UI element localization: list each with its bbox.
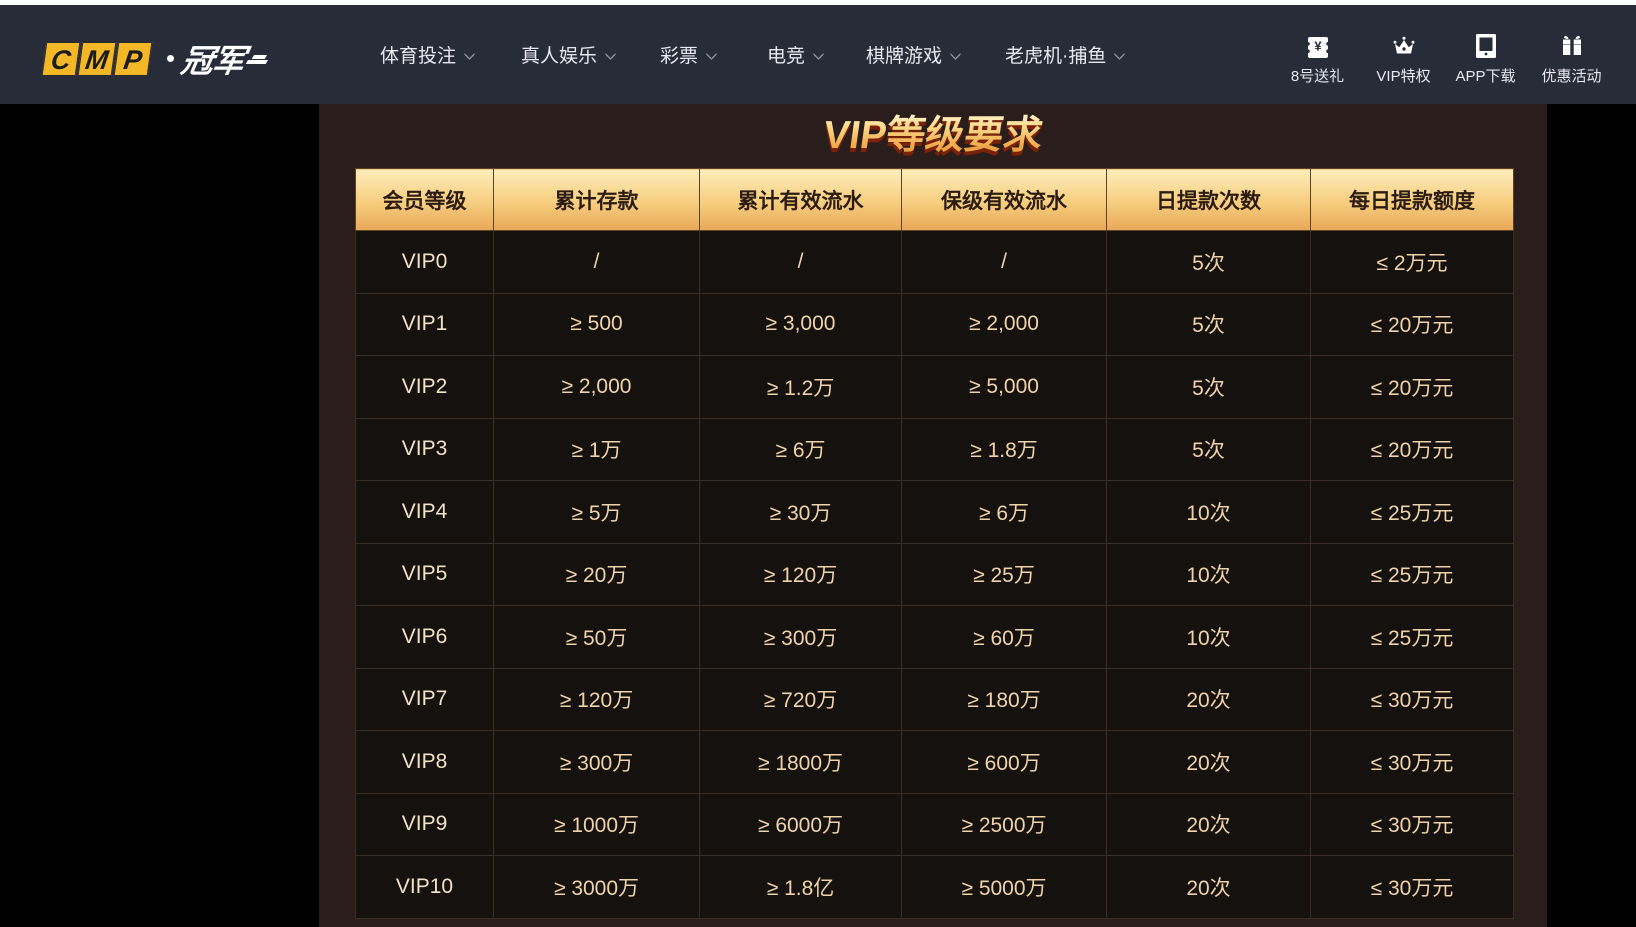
svg-text:¥: ¥ [1314,39,1322,54]
